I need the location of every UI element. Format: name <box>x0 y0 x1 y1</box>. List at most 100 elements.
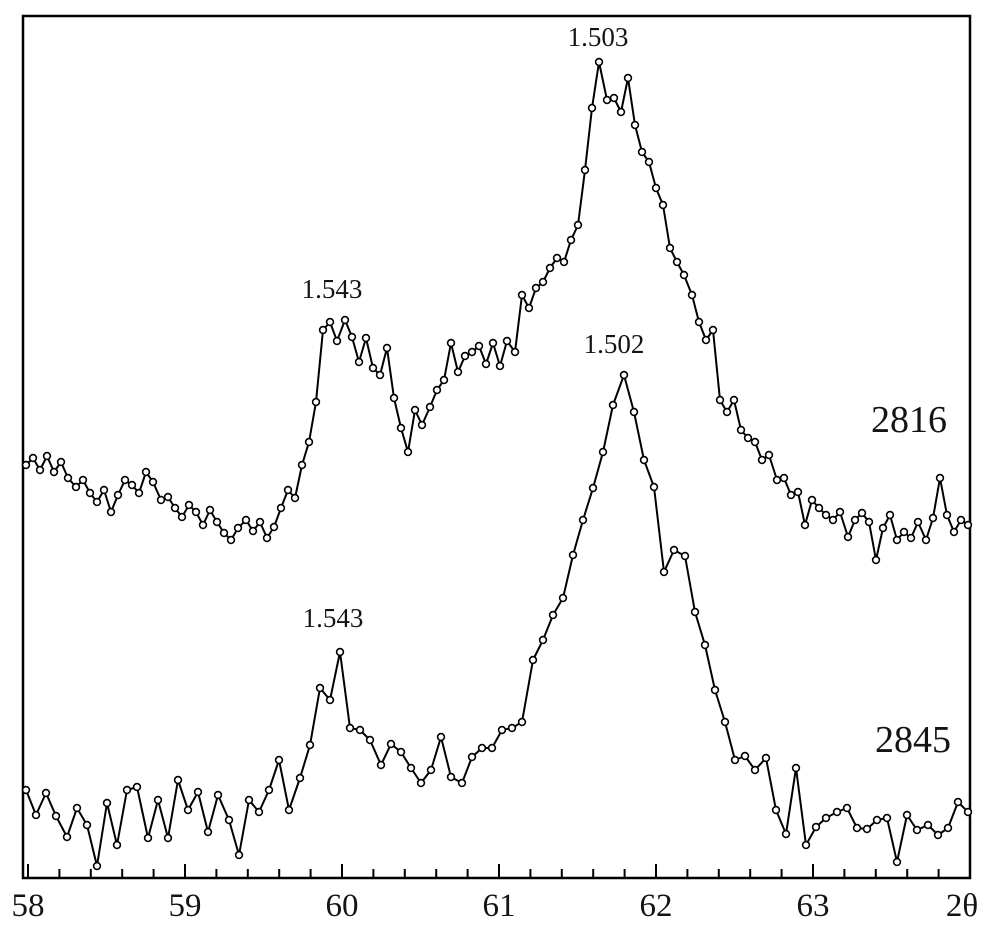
data-point-marker <box>649 482 659 492</box>
data-point-marker <box>234 850 244 860</box>
data-point-marker <box>629 407 639 417</box>
data-point-marker <box>943 823 953 833</box>
data-point-marker <box>305 740 315 750</box>
x-axis-labels: 58 59 60 61 62 63 2θ <box>12 888 979 924</box>
data-point-marker <box>213 790 223 800</box>
data-point-marker <box>801 840 811 850</box>
data-point-marker <box>382 343 392 353</box>
peak-label-2816-1.543: 1.543 <box>302 274 363 304</box>
data-point-marker <box>156 495 166 505</box>
data-point-marker <box>72 803 82 813</box>
data-point-marker <box>545 263 555 273</box>
data-point-marker <box>474 341 484 351</box>
data-point-marker <box>311 397 321 407</box>
data-point-marker <box>842 803 852 813</box>
x-tick-label-61: 61 <box>483 888 516 924</box>
data-point-marker <box>35 465 45 475</box>
data-point-marker <box>807 495 817 505</box>
data-point-marker <box>205 505 215 515</box>
x-tick-label-59: 59 <box>169 888 202 924</box>
data-point-marker <box>786 490 796 500</box>
data-point-marker <box>173 775 183 785</box>
data-point-marker <box>183 805 193 815</box>
data-point-marker <box>736 425 746 435</box>
data-point-marker <box>953 797 963 807</box>
data-point-marker <box>432 385 442 395</box>
data-point-marker <box>283 485 293 495</box>
data-point-marker <box>78 475 88 485</box>
data-point-marker <box>710 685 720 695</box>
data-point-marker <box>568 550 578 560</box>
data-point-marker <box>203 827 213 837</box>
data-point-marker <box>538 277 548 287</box>
data-point-marker <box>791 763 801 773</box>
data-point-marker <box>594 57 604 67</box>
data-point-marker <box>679 270 689 280</box>
data-point-marker <box>963 807 973 817</box>
x-tick-label-58: 58 <box>12 888 45 924</box>
peak-label-2845-1.502: 1.502 <box>584 329 645 359</box>
data-point-marker <box>386 739 396 749</box>
x-tick-label-63: 63 <box>797 888 830 924</box>
data-point-marker <box>771 805 781 815</box>
data-point-marker <box>354 357 364 367</box>
data-point-marker <box>406 763 416 773</box>
data-point-marker <box>602 95 612 105</box>
data-point-marker <box>963 520 973 530</box>
data-point-marker <box>828 515 838 525</box>
data-point-marker <box>425 402 435 412</box>
data-point-marker <box>315 683 325 693</box>
data-point-marker <box>417 420 427 430</box>
data-point-marker <box>781 829 791 839</box>
data-point-marker <box>942 510 952 520</box>
data-point-marker <box>538 635 548 645</box>
data-point-marker <box>244 795 254 805</box>
data-point-marker <box>403 447 413 457</box>
data-point-marker <box>573 220 583 230</box>
data-point-marker <box>325 695 335 705</box>
data-point-marker <box>857 508 867 518</box>
data-point-marker <box>262 533 272 543</box>
data-point-marker <box>793 487 803 497</box>
data-point-marker <box>254 807 264 817</box>
data-point-marker <box>800 520 810 530</box>
data-point-marker <box>722 407 732 417</box>
series-2845-line <box>25 374 969 867</box>
data-point-marker <box>106 507 116 517</box>
data-point-marker <box>864 517 874 527</box>
data-point-marker <box>510 347 520 357</box>
data-point-marker <box>368 363 378 373</box>
data-point-marker <box>835 507 845 517</box>
data-point-marker <box>928 513 938 523</box>
data-point-marker <box>832 807 842 817</box>
data-point-marker <box>21 785 31 795</box>
data-point-marker <box>248 526 258 536</box>
data-point-marker <box>630 120 640 130</box>
data-point-marker <box>355 725 365 735</box>
data-point-marker <box>821 813 831 823</box>
data-point-marker <box>609 93 619 103</box>
data-point-marker <box>274 755 284 765</box>
data-point-marker <box>85 488 95 498</box>
data-point-marker <box>757 455 767 465</box>
data-point-marker <box>340 315 350 325</box>
series-2816-line <box>25 61 969 561</box>
data-point-marker <box>153 795 163 805</box>
data-point-marker <box>531 283 541 293</box>
data-point-marker <box>396 423 406 433</box>
data-point-marker <box>41 788 51 798</box>
data-point-marker <box>453 367 463 377</box>
data-point-marker <box>297 460 307 470</box>
data-point-marker <box>517 290 527 300</box>
data-point-marker <box>487 743 497 753</box>
data-point-marker <box>345 723 355 733</box>
data-point-marker <box>935 473 945 483</box>
data-point-marker <box>325 317 335 327</box>
x-axis-ticks <box>27 864 940 877</box>
data-point-marker <box>446 338 456 348</box>
data-point-marker <box>198 520 208 530</box>
data-point-marker <box>578 515 588 525</box>
data-point-marker <box>31 810 41 820</box>
peak-label-2816-1.503: 1.503 <box>568 22 629 52</box>
